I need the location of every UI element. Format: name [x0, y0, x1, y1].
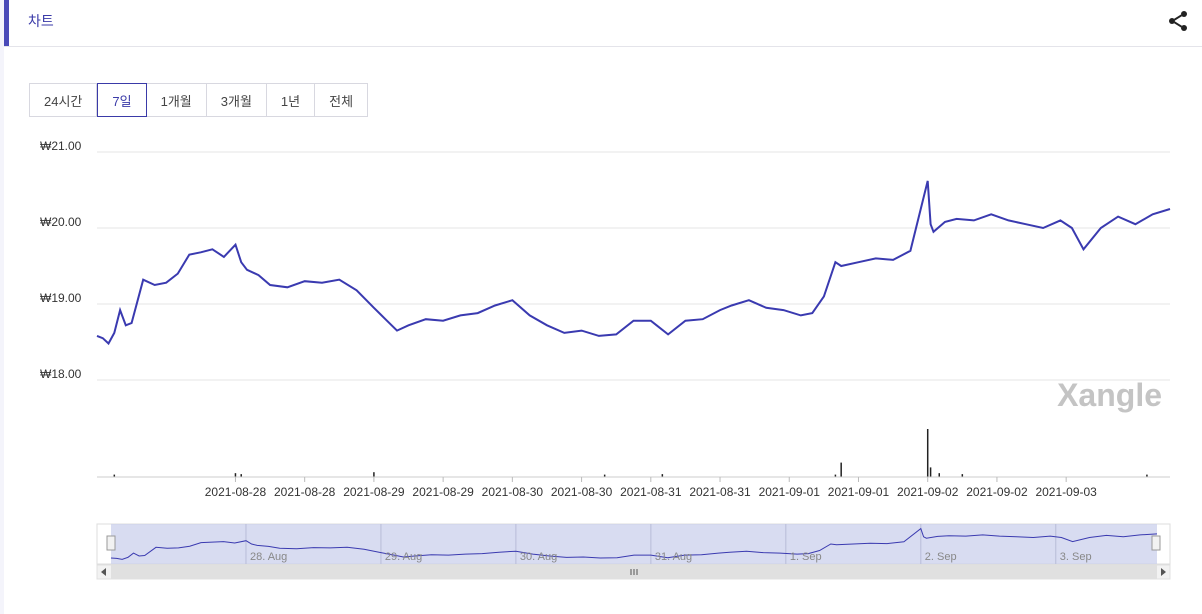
tab-1y[interactable]: 1년 [266, 83, 316, 117]
volume-bar [961, 474, 964, 477]
header-accent-bar [4, 0, 9, 46]
x-axis-labels: 2021-08-28 2021-08-28 2021-08-29 2021-08-29… [205, 477, 1097, 499]
x-tick-label: 2021-09-02 [897, 485, 959, 499]
navigator-label: 31. Aug [655, 551, 692, 563]
volume-bar [113, 474, 116, 477]
chart-header: 차트 [4, 0, 1202, 47]
y-axis-labels: ₩21.00 ₩20.00 ₩19.00 ₩18.00 [40, 139, 82, 381]
volume-bar [938, 473, 940, 477]
volume-bar [603, 474, 606, 477]
navigator-selection[interactable] [111, 524, 1157, 564]
tab-24h[interactable]: 24시간 [29, 83, 98, 117]
navigator-grid [245, 524, 1057, 564]
x-tick-label: 2021-08-31 [689, 485, 751, 499]
volume-bar [929, 467, 932, 477]
scrollbar[interactable] [96, 564, 1171, 580]
grid-lines [97, 151, 1170, 381]
chart-card: 차트 24시간 7일 1개월 3개월 1년 전체 [4, 0, 1202, 614]
volume-bar [834, 474, 837, 477]
volume-bar [926, 429, 929, 477]
volume-bar [240, 474, 242, 477]
chart-title: 차트 [28, 13, 54, 29]
x-tick-label: 2021-08-29 [412, 485, 474, 499]
scroll-left-icon[interactable] [101, 568, 106, 576]
y-tick-label: ₩18.00 [40, 367, 82, 381]
x-tick-label: 2021-08-30 [551, 485, 613, 499]
scrollbar-grip-icon[interactable] [630, 569, 638, 575]
x-tick-label: 2021-08-29 [343, 485, 405, 499]
price-line [96, 180, 1171, 346]
watermark: Xangle [1057, 377, 1162, 413]
scroll-right-icon[interactable] [1161, 568, 1166, 576]
x-tick-label: 2021-08-28 [205, 485, 267, 499]
navigator-labels: 28. Aug 29. Aug 30. Aug 31. Aug 1. Sep 2. Sep… [250, 551, 1092, 563]
x-tick-label: 2021-09-01 [759, 485, 821, 499]
navigator-label: 1. Sep [790, 551, 822, 563]
tab-3m[interactable]: 3개월 [206, 83, 267, 117]
volume-bar [1146, 474, 1148, 477]
volume-bar [661, 474, 664, 477]
x-tick-label: 2021-08-30 [482, 485, 544, 499]
navigator-right-handle[interactable] [1151, 535, 1161, 551]
navigator-left-handle[interactable] [106, 535, 116, 551]
y-tick-label: ₩21.00 [40, 139, 82, 153]
share-icon[interactable] [1166, 9, 1190, 33]
navigator-label: 30. Aug [520, 551, 557, 563]
x-tick-label: 2021-08-28 [274, 485, 336, 499]
period-tabs: 24시간 7일 1개월 3개월 1년 전체 [29, 83, 369, 117]
x-tick-label: 2021-09-01 [828, 485, 890, 499]
tab-1m[interactable]: 1개월 [146, 83, 207, 117]
y-tick-label: ₩19.00 [40, 291, 82, 305]
navigator-line [110, 527, 1158, 560]
volume-bar [373, 472, 375, 477]
x-tick-label: 2021-09-03 [1035, 485, 1097, 499]
volume-bar [840, 462, 842, 477]
navigator-label: 28. Aug [250, 551, 287, 563]
volume-bars [113, 429, 1148, 477]
navigator[interactable]: 28. Aug 29. Aug 30. Aug 31. Aug 1. Sep 2. Sep… [96, 523, 1171, 565]
navigator-label: 29. Aug [385, 551, 422, 563]
tab-all[interactable]: 전체 [315, 83, 369, 117]
x-tick-label: 2021-08-31 [620, 485, 682, 499]
navigator-label: 2. Sep [925, 551, 957, 563]
y-tick-label: ₩20.00 [40, 215, 82, 229]
volume-bar [234, 473, 237, 477]
navigator-label: 3. Sep [1060, 551, 1092, 563]
tab-7d[interactable]: 7일 [97, 83, 147, 117]
x-tick-label: 2021-09-02 [966, 485, 1028, 499]
